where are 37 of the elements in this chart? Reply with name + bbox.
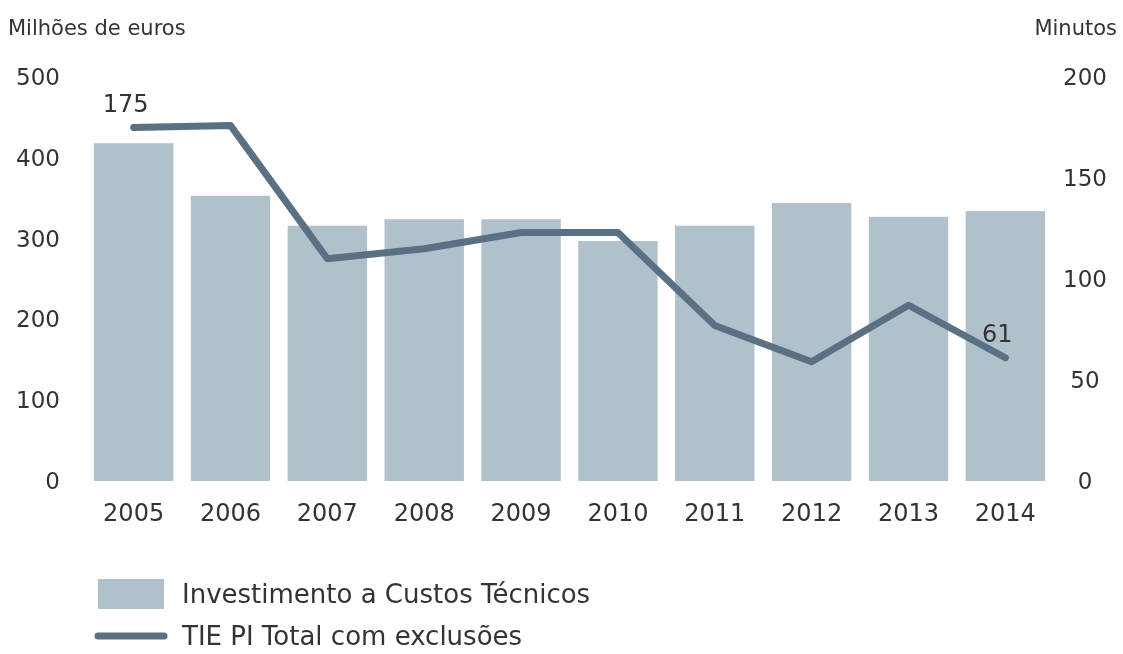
data-label: 61	[982, 319, 1013, 348]
legend-label: TIE PI Total com exclusões	[181, 621, 523, 651]
y-tick-label: 200	[16, 306, 60, 333]
x-tick-label: 2009	[490, 499, 552, 527]
y2-tick-label: 150	[1063, 165, 1107, 191]
y-tick-label: 100	[16, 387, 60, 414]
y2-tick-label: 0	[1077, 468, 1093, 494]
y-axis-title: Milhões de euros	[8, 16, 186, 40]
y-tick-label: 500	[16, 64, 60, 90]
bar	[675, 225, 755, 481]
bar	[771, 203, 852, 481]
x-tick-label: 2008	[393, 499, 455, 527]
x-tick-label: 2006	[199, 499, 262, 527]
x-tick-label: 2014	[974, 499, 1036, 527]
bar	[93, 143, 174, 481]
bar	[190, 195, 271, 481]
bar	[965, 211, 1046, 481]
bar	[578, 241, 658, 481]
y2-tick-label: 200	[1063, 64, 1107, 90]
y2-tick-label: 100	[1063, 266, 1107, 292]
y2-tick-label: 50	[1070, 367, 1100, 393]
bar	[287, 225, 368, 481]
x-tick-label: 2011	[684, 499, 746, 527]
x-tick-label: 2005	[103, 499, 165, 527]
bar	[868, 216, 949, 481]
y-tick-label: 400	[16, 144, 60, 171]
x-tick-label: 2012	[781, 499, 843, 527]
bar	[384, 219, 464, 481]
y2-axis-title: Minutos	[1034, 16, 1117, 40]
legend-label: Investimento a Custos Técnicos	[182, 579, 591, 609]
y-tick-label: 0	[45, 468, 60, 494]
x-tick-label: 2007	[296, 499, 358, 527]
bar	[481, 219, 561, 481]
x-tick-label: 2013	[877, 499, 940, 527]
data-label: 175	[102, 89, 149, 118]
x-tick-label: 2010	[587, 499, 649, 527]
y-tick-label: 300	[16, 225, 60, 252]
